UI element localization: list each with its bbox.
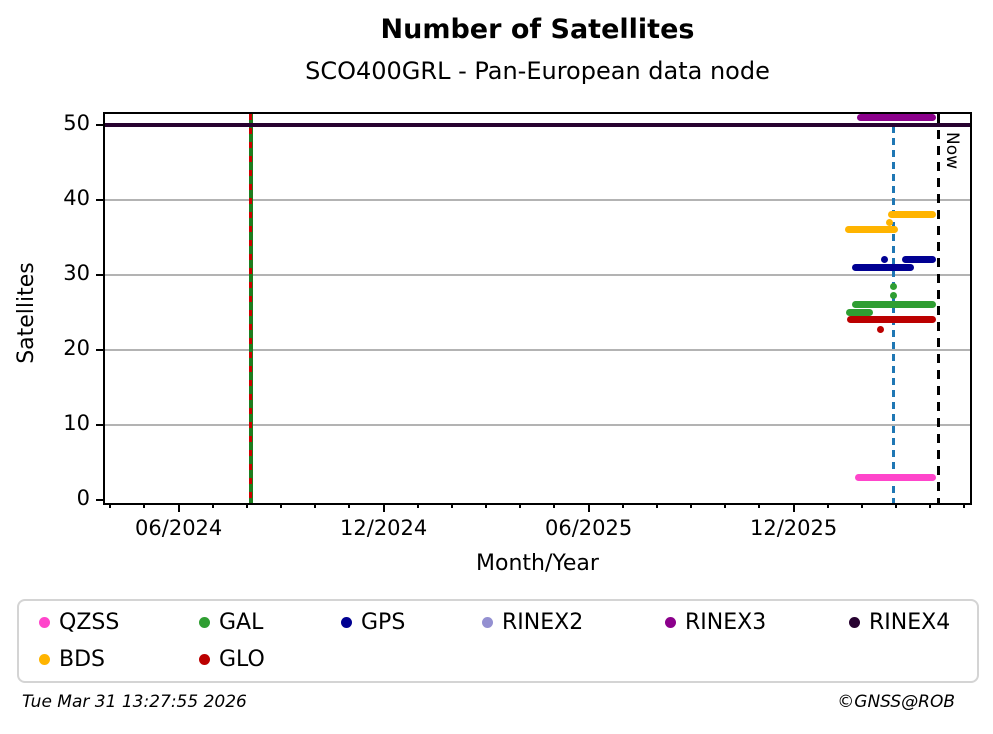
copyright: ©GNSS@ROB bbox=[837, 692, 955, 712]
legend-item-rinex3: RINEX3 bbox=[665, 609, 766, 635]
x-minor-tick bbox=[587, 503, 590, 508]
legend-marker-qzss-icon bbox=[39, 616, 50, 628]
x-minor-tick bbox=[314, 503, 317, 508]
gridline bbox=[105, 273, 970, 276]
series-point-bds bbox=[886, 218, 894, 226]
now-label: Now bbox=[942, 132, 963, 170]
x-tick-label: 06/2025 bbox=[544, 516, 633, 540]
legend-item-glo: GLO bbox=[199, 646, 265, 672]
x-minor-tick bbox=[245, 503, 248, 508]
y-tick-label: 10 bbox=[63, 410, 90, 435]
y-tick-label: 50 bbox=[63, 110, 90, 135]
x-minor-tick bbox=[690, 503, 693, 508]
y-tick bbox=[96, 423, 105, 426]
x-minor-tick bbox=[758, 503, 761, 508]
legend-item-rinex2: RINEX2 bbox=[482, 609, 583, 635]
series-point-gal bbox=[890, 291, 898, 299]
legend-item-gps: GPS bbox=[341, 609, 405, 635]
y-tick bbox=[96, 198, 105, 201]
x-minor-tick bbox=[826, 503, 829, 508]
x-minor-tick bbox=[860, 503, 863, 508]
x-tick-label: 12/2024 bbox=[340, 516, 428, 540]
legend-item-gal: GAL bbox=[199, 609, 263, 635]
chart-subtitle: SCO400GRL - Pan-European data node bbox=[305, 57, 770, 85]
x-minor-tick bbox=[963, 503, 966, 508]
x-minor-tick bbox=[109, 503, 112, 508]
series-segment-rinex3 bbox=[857, 114, 937, 121]
legend-marker-gal-icon bbox=[199, 616, 210, 628]
x-axis-label: Month/Year bbox=[476, 551, 599, 576]
legend-label: RINEX4 bbox=[869, 609, 951, 635]
legend-item-bds: BDS bbox=[39, 646, 105, 672]
x-tick-label: 06/2024 bbox=[135, 516, 223, 540]
legend-label: RINEX2 bbox=[502, 609, 584, 635]
series-segment-rinex4 bbox=[105, 122, 970, 127]
legend-label: GPS bbox=[361, 609, 406, 635]
y-tick bbox=[96, 498, 105, 501]
x-minor-tick bbox=[143, 503, 146, 508]
x-minor-tick bbox=[348, 503, 351, 508]
series-segment-gal bbox=[845, 308, 874, 316]
series-segment-bds bbox=[845, 226, 899, 234]
event-line-dashes bbox=[249, 114, 252, 503]
legend-marker-rinex3-icon bbox=[665, 616, 676, 628]
x-minor-tick bbox=[211, 503, 214, 508]
legend-marker-glo-icon bbox=[199, 653, 210, 665]
y-axis-label: Satellites bbox=[14, 262, 39, 364]
legend-item-rinex4: RINEX4 bbox=[849, 609, 950, 635]
chart-title: Number of Satellites bbox=[380, 14, 695, 45]
series-segment-qzss bbox=[854, 473, 937, 481]
y-tick-label: 0 bbox=[76, 485, 90, 510]
x-minor-tick bbox=[655, 503, 658, 508]
x-minor-tick bbox=[553, 503, 556, 508]
legend-label: RINEX3 bbox=[685, 609, 767, 635]
legend-label: GLO bbox=[219, 646, 265, 672]
series-point-glo bbox=[877, 325, 885, 333]
x-minor-tick bbox=[177, 503, 180, 508]
y-tick-label: 20 bbox=[63, 335, 90, 360]
plot-area: Now bbox=[105, 114, 970, 503]
x-minor-tick bbox=[895, 503, 898, 508]
x-minor-tick bbox=[519, 503, 522, 508]
gridline bbox=[105, 198, 970, 201]
y-tick bbox=[96, 123, 105, 126]
gridline bbox=[105, 348, 970, 351]
x-minor-tick bbox=[929, 503, 932, 508]
y-tick bbox=[96, 273, 105, 276]
series-segment-gps bbox=[902, 256, 937, 264]
timestamp: Tue Mar 31 13:27:55 2026 bbox=[22, 692, 247, 712]
x-tick-label: 12/2025 bbox=[749, 516, 838, 540]
legend-marker-gps-icon bbox=[341, 616, 352, 628]
y-tick-label: 40 bbox=[63, 185, 90, 210]
y-tick bbox=[96, 348, 105, 351]
x-minor-tick bbox=[621, 503, 624, 508]
x-minor-tick bbox=[485, 503, 488, 508]
now-line bbox=[936, 114, 940, 503]
event-line bbox=[248, 114, 253, 503]
x-minor-tick bbox=[450, 503, 453, 508]
legend-marker-rinex4-icon bbox=[849, 616, 860, 628]
x-minor-tick bbox=[382, 503, 385, 508]
y-tick-label: 30 bbox=[63, 260, 90, 285]
legend-marker-bds-icon bbox=[39, 653, 50, 665]
series-segment-bds bbox=[888, 211, 937, 219]
gridline bbox=[105, 423, 970, 426]
series-point-gps bbox=[881, 256, 889, 264]
x-minor-tick bbox=[724, 503, 727, 508]
legend-item-qzss: QZSS bbox=[39, 609, 119, 635]
series-point-gal bbox=[890, 283, 898, 291]
series-segment-gps bbox=[852, 263, 915, 271]
legend-marker-rinex2-icon bbox=[482, 616, 493, 628]
legend-label: QZSS bbox=[59, 609, 120, 635]
ref-line bbox=[891, 114, 895, 503]
legend: QZSS GAL GPS RINEX2 RINEX3 RINEX4 BDS GLO bbox=[17, 599, 979, 683]
series-segment-gal bbox=[852, 301, 937, 309]
legend-label: BDS bbox=[59, 646, 105, 672]
series-segment-glo bbox=[847, 316, 937, 324]
x-minor-tick bbox=[416, 503, 419, 508]
legend-label: GAL bbox=[219, 609, 264, 635]
x-minor-tick bbox=[280, 503, 283, 508]
x-minor-tick bbox=[792, 503, 795, 508]
